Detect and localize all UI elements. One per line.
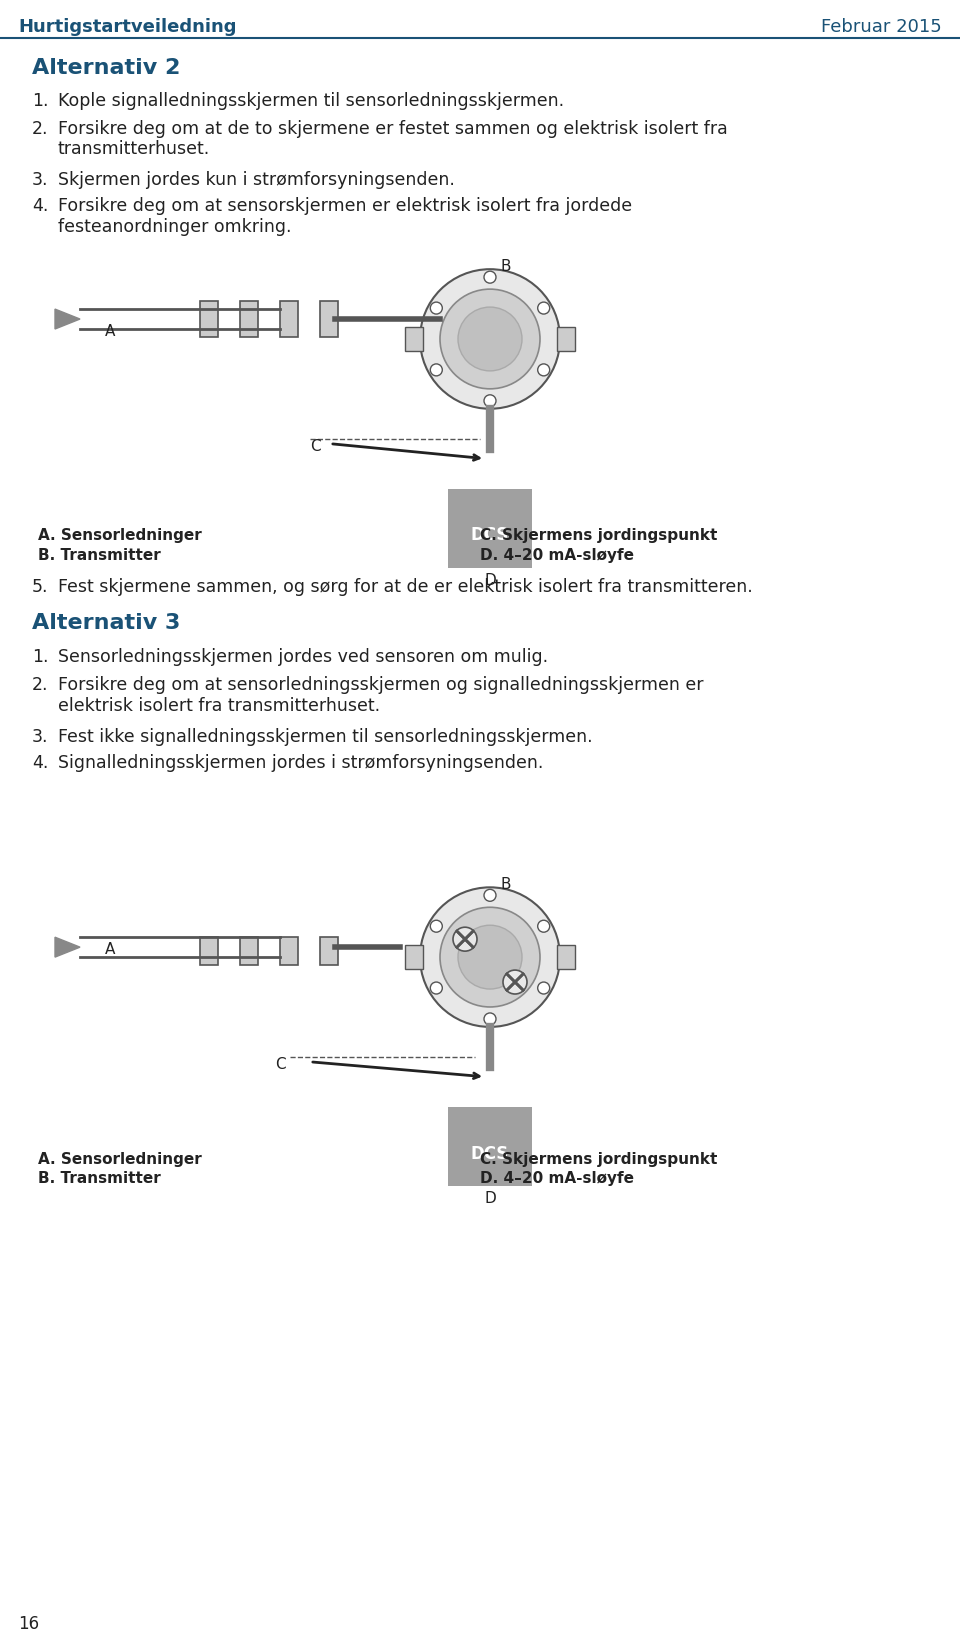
Text: 1.: 1. <box>32 648 49 666</box>
Circle shape <box>503 971 527 994</box>
Bar <box>200 936 218 966</box>
Circle shape <box>484 395 496 406</box>
Text: B. Transmitter: B. Transmitter <box>38 548 160 563</box>
Text: Alternativ 2: Alternativ 2 <box>32 57 180 79</box>
Circle shape <box>430 303 443 314</box>
Text: Alternativ 3: Alternativ 3 <box>32 614 180 634</box>
Text: 3.: 3. <box>32 172 49 190</box>
Text: B. Transmitter: B. Transmitter <box>38 1172 160 1187</box>
Bar <box>448 488 532 568</box>
Text: Fest skjermene sammen, og sørg for at de er elektrisk isolert fra transmitteren.: Fest skjermene sammen, og sørg for at de… <box>58 578 753 596</box>
Text: Skjermen jordes kun i strømforsyningsenden.: Skjermen jordes kun i strømforsyningsend… <box>58 172 455 190</box>
Circle shape <box>458 925 522 989</box>
Bar <box>240 301 258 337</box>
Circle shape <box>484 889 496 902</box>
Text: 4.: 4. <box>32 753 48 771</box>
Circle shape <box>420 887 560 1026</box>
Polygon shape <box>55 936 80 958</box>
Circle shape <box>538 363 550 377</box>
Text: 3.: 3. <box>32 728 49 746</box>
Bar <box>405 945 423 969</box>
Circle shape <box>484 272 496 283</box>
Circle shape <box>440 290 540 390</box>
Bar <box>320 936 338 966</box>
Bar <box>200 301 218 337</box>
Text: D. 4–20 mA-sløyfe: D. 4–20 mA-sløyfe <box>480 548 634 563</box>
Bar <box>448 1107 532 1187</box>
Text: DCS: DCS <box>470 527 509 545</box>
Circle shape <box>484 1013 496 1025</box>
Circle shape <box>430 982 443 994</box>
Circle shape <box>440 907 540 1007</box>
Text: 2.: 2. <box>32 120 49 138</box>
Text: C: C <box>275 1058 286 1072</box>
Circle shape <box>458 308 522 372</box>
Text: Signalledningsskjermen jordes i strømforsyningsenden.: Signalledningsskjermen jordes i strømfor… <box>58 753 543 771</box>
Circle shape <box>453 927 477 951</box>
Text: C. Skjermens jordingspunkt: C. Skjermens jordingspunkt <box>480 1151 717 1167</box>
Text: D: D <box>484 1192 496 1206</box>
Text: DCS: DCS <box>470 1144 509 1162</box>
Text: A. Sensorledninger: A. Sensorledninger <box>38 1151 202 1167</box>
Polygon shape <box>55 309 80 329</box>
Bar <box>405 327 423 350</box>
Text: A: A <box>105 943 115 958</box>
Text: Fest ikke signalledningsskjermen til sensorledningsskjermen.: Fest ikke signalledningsskjermen til sen… <box>58 728 592 746</box>
Bar <box>557 327 575 350</box>
Text: Forsikre deg om at sensorledningsskjermen og signalledningsskjermen er
elektrisk: Forsikre deg om at sensorledningsskjerme… <box>58 676 704 715</box>
Text: C: C <box>310 439 321 453</box>
Text: Sensorledningsskjermen jordes ved sensoren om mulig.: Sensorledningsskjermen jordes ved sensor… <box>58 648 548 666</box>
Text: A: A <box>105 324 115 339</box>
Text: 1.: 1. <box>32 92 49 110</box>
Bar <box>320 301 338 337</box>
Circle shape <box>538 303 550 314</box>
Text: Forsikre deg om at de to skjermene er festet sammen og elektrisk isolert fra
tra: Forsikre deg om at de to skjermene er fe… <box>58 120 728 159</box>
Text: Kople signalledningsskjermen til sensorledningsskjermen.: Kople signalledningsskjermen til sensorl… <box>58 92 564 110</box>
Text: Hurtigstartveiledning: Hurtigstartveiledning <box>18 18 236 36</box>
Text: 5.: 5. <box>32 578 49 596</box>
Text: 4.: 4. <box>32 198 48 216</box>
Text: Forsikre deg om at sensorskjermen er elektrisk isolert fra jordede
festeanordnin: Forsikre deg om at sensorskjermen er ele… <box>58 198 632 236</box>
Text: D: D <box>484 573 496 588</box>
Text: B: B <box>500 259 511 275</box>
Circle shape <box>538 982 550 994</box>
Text: 16: 16 <box>18 1616 39 1634</box>
Text: D. 4–20 mA-sløyfe: D. 4–20 mA-sløyfe <box>480 1172 634 1187</box>
Circle shape <box>538 920 550 931</box>
Text: B: B <box>500 877 511 892</box>
Text: Februar 2015: Februar 2015 <box>821 18 942 36</box>
Text: 2.: 2. <box>32 676 49 694</box>
Bar <box>557 945 575 969</box>
Circle shape <box>430 363 443 377</box>
Circle shape <box>430 920 443 931</box>
Bar <box>240 936 258 966</box>
Text: A. Sensorledninger: A. Sensorledninger <box>38 529 202 543</box>
Text: C. Skjermens jordingspunkt: C. Skjermens jordingspunkt <box>480 529 717 543</box>
Bar <box>280 301 298 337</box>
Bar <box>280 936 298 966</box>
Circle shape <box>420 268 560 409</box>
